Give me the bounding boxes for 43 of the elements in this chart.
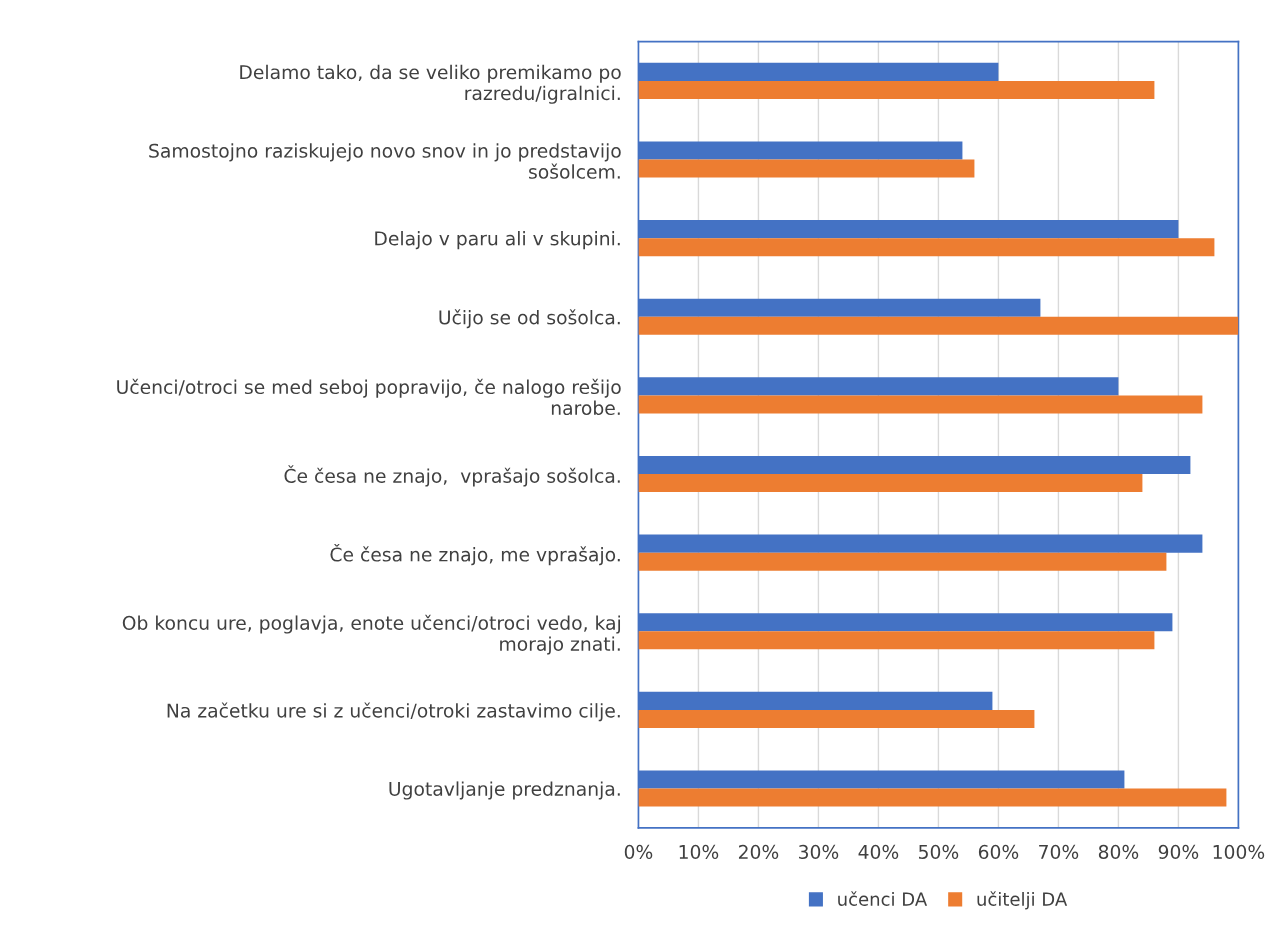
legend-label: učitelji DA [977,891,1068,910]
x-tick-label: 70% [1039,844,1079,859]
x-tick-label: 20% [738,844,779,859]
bar [638,613,1173,632]
y-tick-label: Če česa ne znajo, me vprašajo. [330,543,620,566]
x-tick-label: 0% [624,844,653,859]
bar [638,534,1203,553]
bar [638,631,1155,650]
x-tick-label: 50% [919,844,959,859]
bar [638,377,1119,396]
x-tick-label: 30% [799,844,839,859]
bar [638,80,1155,99]
y-tick-label: Ob koncu ure, poglavja, enote učenci/otroci vedo, kaj morajo znati. [122,614,621,655]
x-tick-label: 40% [858,844,899,859]
bar [638,395,1203,414]
bar [638,709,1035,728]
bar [638,220,1179,239]
bar [638,788,1227,807]
bar [638,474,1143,493]
x-tick-label: 60% [978,844,1019,859]
y-tick-label: Delamo tako, da se veliko premikamo po razredu/igralnici. [240,64,621,104]
y-tick-label: Ugotavljanje predznanja. [389,781,620,800]
bar [638,455,1191,475]
bar [638,238,1215,257]
bar [638,159,975,178]
bar [638,62,999,81]
bar [638,316,1239,335]
y-tick-label: Učijo se od sošolca. [439,309,620,329]
y-tick-label: Delajo v paru ali v skupini. [375,231,620,250]
x-tick-label: 100% [1213,844,1265,859]
y-tick-label: Na začetku ure si z učenci/otroki zastavimo cilje. [167,702,620,722]
x-tick-label: 90% [1158,844,1199,859]
bar [638,298,1041,317]
x-tick-label: 10% [679,844,719,859]
x-tick-label: 80% [1098,844,1139,859]
y-tick-label: Učenci/otroci se med seboj popravijo, če nalogo rešijo narobe. [117,378,621,416]
bar [638,552,1167,571]
bar [638,770,1125,789]
y-tick-label: Samostojno raziskujejo novo snov in jo predstavijo sošolcem. [149,143,621,179]
bar [638,141,963,160]
bar [638,691,993,710]
legend-label: učenci DA [838,891,928,906]
y-tick-label: Če česa ne znajo, vprašajo sošolca. [284,465,620,487]
